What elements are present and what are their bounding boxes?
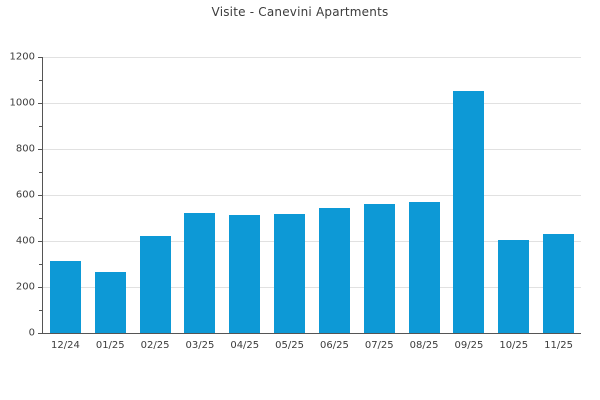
y-minor-tick (39, 126, 42, 127)
y-minor-tick (39, 264, 42, 265)
x-tick-label: 09/25 (454, 340, 484, 351)
x-tick-label: 10/25 (499, 340, 529, 351)
bar-02/25 (139, 236, 171, 333)
bar-06/25 (318, 208, 350, 333)
y-gridline (43, 149, 581, 150)
bar-04/25 (229, 215, 261, 333)
y-minor-tick (39, 80, 42, 81)
y-minor-tick (39, 172, 42, 173)
y-gridline (43, 103, 581, 104)
x-tick-label: 11/25 (544, 340, 573, 351)
y-major-tick (38, 241, 42, 242)
plot-area: 0 200 400 600 800 1000 1200 12/24 01/25 02/25 03/2… (10, 52, 581, 351)
y-major-tick (38, 333, 42, 334)
bar-12/24 (49, 261, 81, 333)
bar-08/25 (408, 201, 440, 333)
bar-11/25 (543, 234, 575, 333)
y-major-tick (38, 287, 42, 288)
x-tick-label: 12/24 (51, 340, 80, 351)
y-major-tick (38, 195, 42, 196)
x-tick-label: 02/25 (140, 340, 170, 351)
y-gridline (43, 287, 581, 288)
y-minor-tick (39, 310, 42, 311)
bar-03/25 (184, 213, 216, 333)
y-major-tick (38, 103, 42, 104)
x-tick-label: 01/25 (95, 340, 125, 351)
y-major-tick (38, 57, 42, 58)
y-tick-label: 1200 (9, 51, 35, 63)
bar-09/25 (453, 91, 485, 333)
y-tick-label: 800 (15, 143, 35, 155)
x-tick-label: 08/25 (409, 340, 439, 351)
bar-01/25 (94, 272, 126, 333)
y-tick-label: 400 (15, 235, 35, 247)
chart-title: Visite - Canevini Apartments (211, 5, 389, 19)
x-tick-label: 07/25 (364, 340, 394, 351)
x-tick-label: 06/25 (320, 340, 349, 351)
bar-10/25 (498, 239, 530, 333)
y-tick-label: 600 (15, 189, 35, 201)
x-tick-label: 04/25 (230, 340, 260, 351)
y-tick-label: 1000 (9, 97, 35, 109)
bar-07/25 (363, 204, 395, 333)
y-gridline (43, 241, 581, 242)
y-tick-label: 200 (15, 281, 35, 293)
bar-05/25 (274, 213, 306, 333)
y-gridline (43, 57, 581, 58)
y-major-tick (38, 149, 42, 150)
y-gridline (43, 195, 581, 196)
x-tick-label: 05/25 (275, 340, 304, 351)
y-minor-tick (39, 218, 42, 219)
y-tick-label: 0 (28, 327, 35, 339)
x-tick-label: 03/25 (185, 340, 215, 351)
